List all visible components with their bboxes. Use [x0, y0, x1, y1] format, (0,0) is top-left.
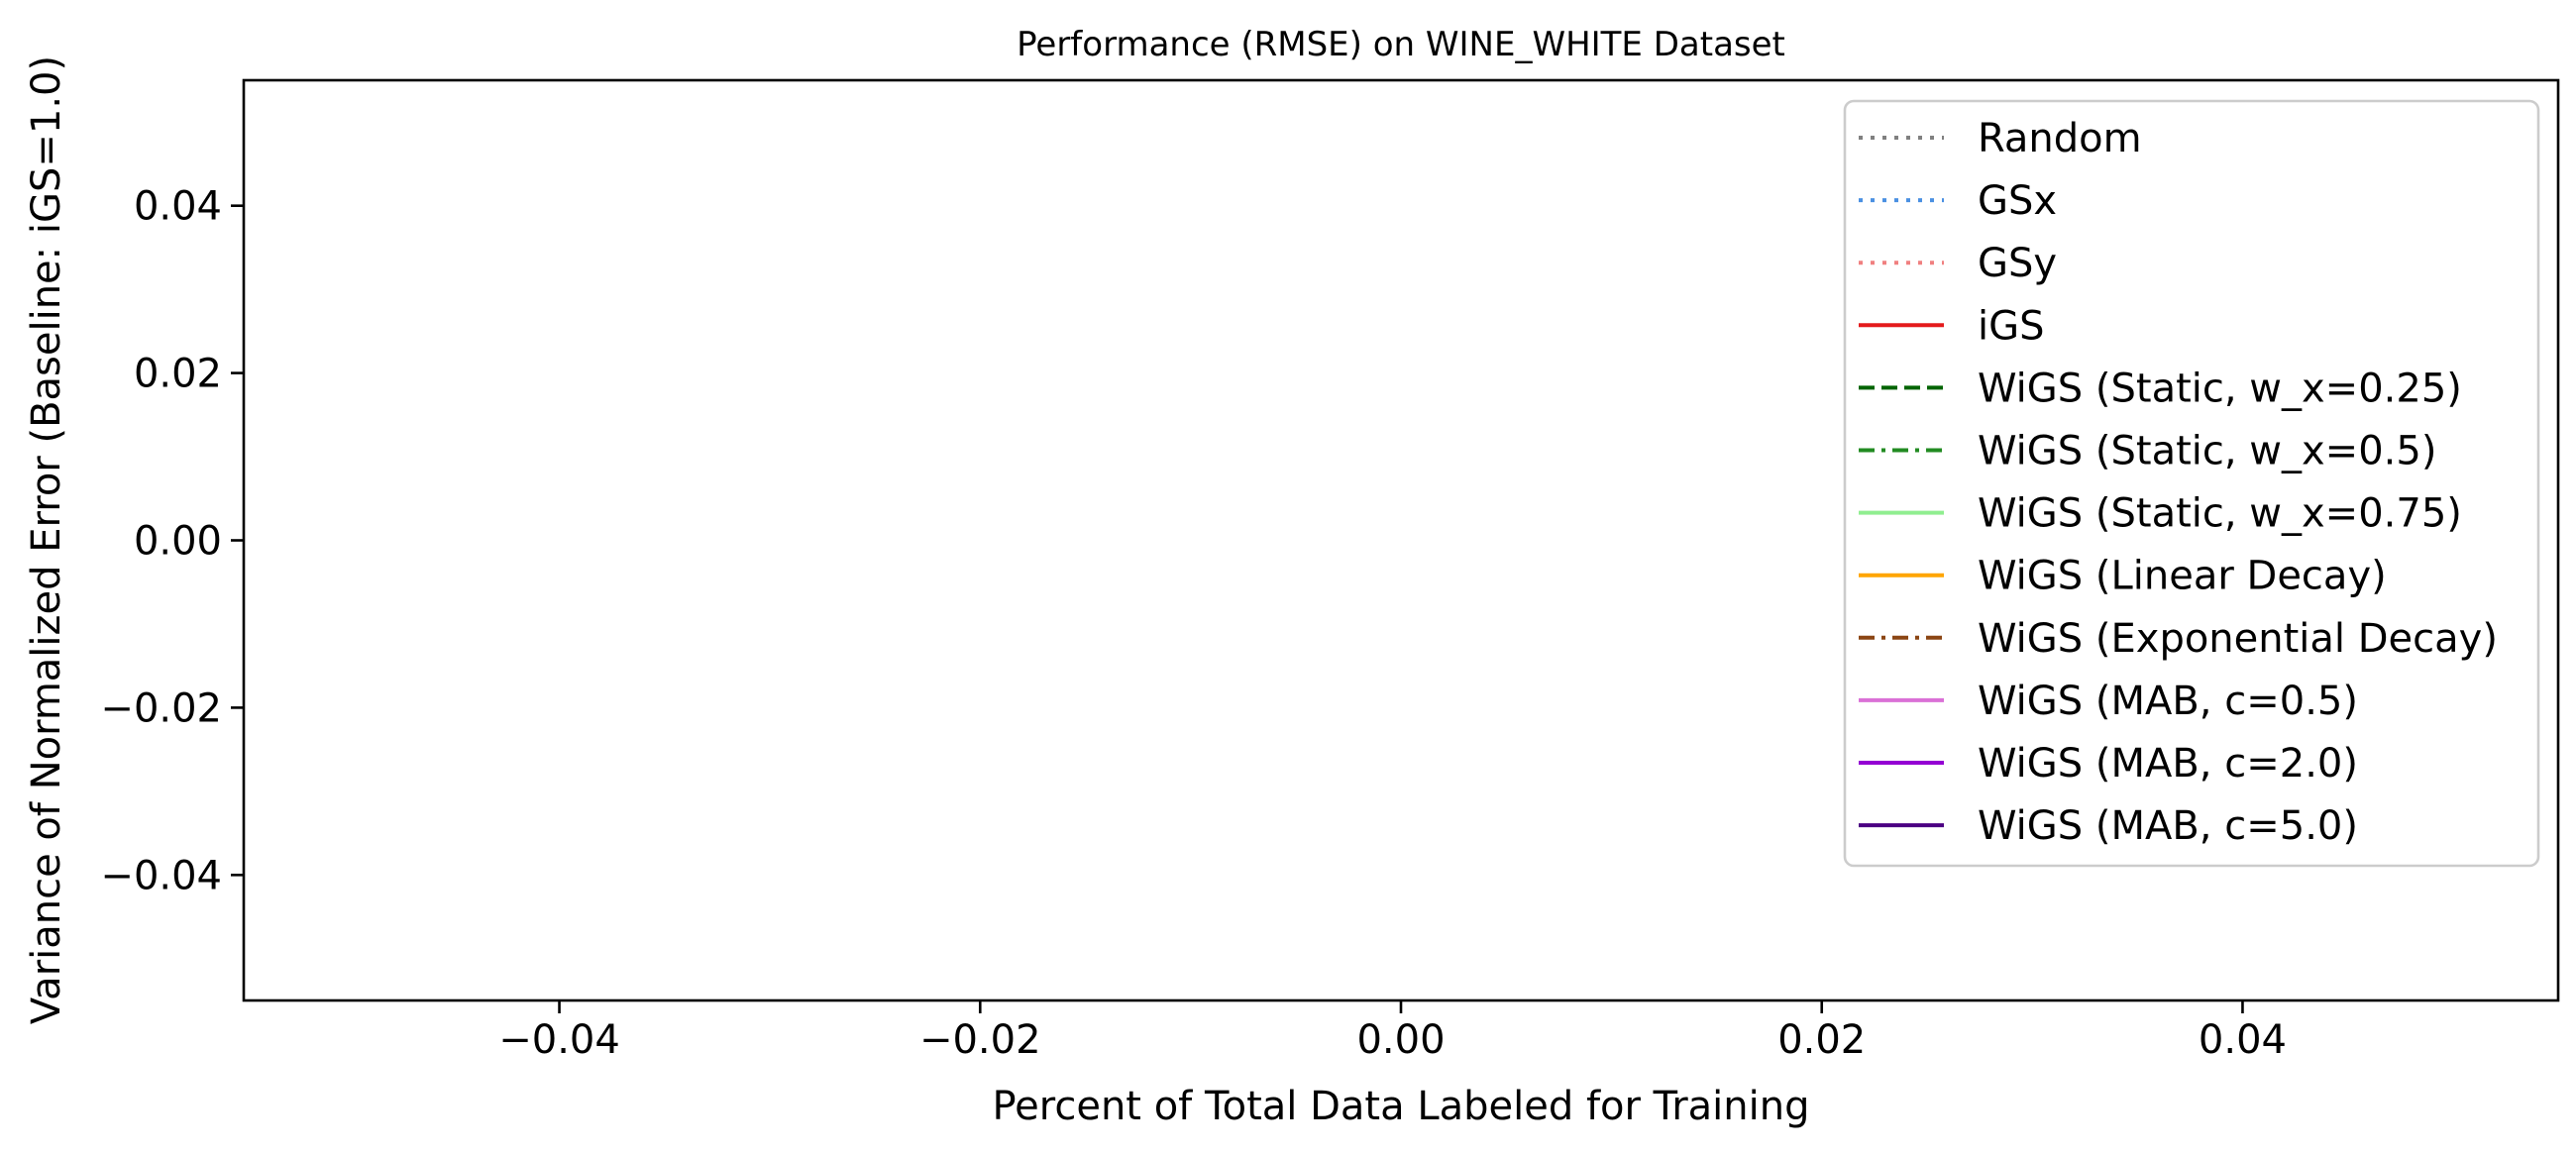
legend-label: WiGS (Exponential Decay) — [1978, 616, 2498, 662]
legend: Random GSx GSy iGS WiGS (Static, w_x=0.25) Wi… — [1843, 99, 2540, 868]
legend-label: WiGS (MAB, c=5.0) — [1978, 803, 2358, 849]
legend-label: GSy — [1978, 241, 2057, 286]
legend-label: WiGS (Static, w_x=0.25) — [1978, 366, 2462, 411]
y-axis-label: Variance of Normalized Error (Baseline: … — [24, 55, 69, 1024]
x-tick-label: 0.02 — [1777, 1017, 1866, 1063]
y-axis: −0.04 −0.02 0.00 0.02 0.04 — [100, 184, 244, 898]
legend-label: Random — [1978, 116, 2142, 161]
legend-entries: Random GSx GSy iGS WiGS (Static, w_x=0.25) Wi… — [1859, 116, 2498, 849]
legend-label: WiGS (MAB, c=0.5) — [1978, 679, 2358, 724]
y-tick-label: −0.02 — [100, 685, 222, 731]
x-tick-label: −0.04 — [498, 1017, 620, 1063]
legend-label: WiGS (Linear Decay) — [1978, 554, 2387, 599]
y-tick-label: 0.04 — [134, 184, 222, 230]
legend-label: GSx — [1978, 178, 2057, 224]
x-tick-label: −0.02 — [919, 1017, 1041, 1063]
y-tick-label: −0.04 — [100, 853, 222, 898]
legend-label: iGS — [1978, 303, 2045, 349]
legend-label: WiGS (MAB, c=2.0) — [1978, 741, 2358, 787]
x-axis: −0.04 −0.02 0.00 0.02 0.04 — [498, 1000, 2287, 1063]
x-axis-label: Percent of Total Data Labeled for Traini… — [992, 1084, 1809, 1129]
y-tick-label: 0.00 — [134, 519, 222, 565]
x-tick-label: 0.00 — [1356, 1017, 1445, 1063]
y-tick-label: 0.02 — [134, 352, 222, 397]
x-tick-label: 0.04 — [2199, 1017, 2287, 1063]
legend-label: WiGS (Static, w_x=0.5) — [1978, 429, 2436, 474]
legend-box — [1843, 99, 2540, 868]
chart-title: Performance (RMSE) on WINE_WHITE Dataset — [1017, 25, 1785, 64]
legend-label: WiGS (Static, w_x=0.75) — [1978, 491, 2462, 537]
